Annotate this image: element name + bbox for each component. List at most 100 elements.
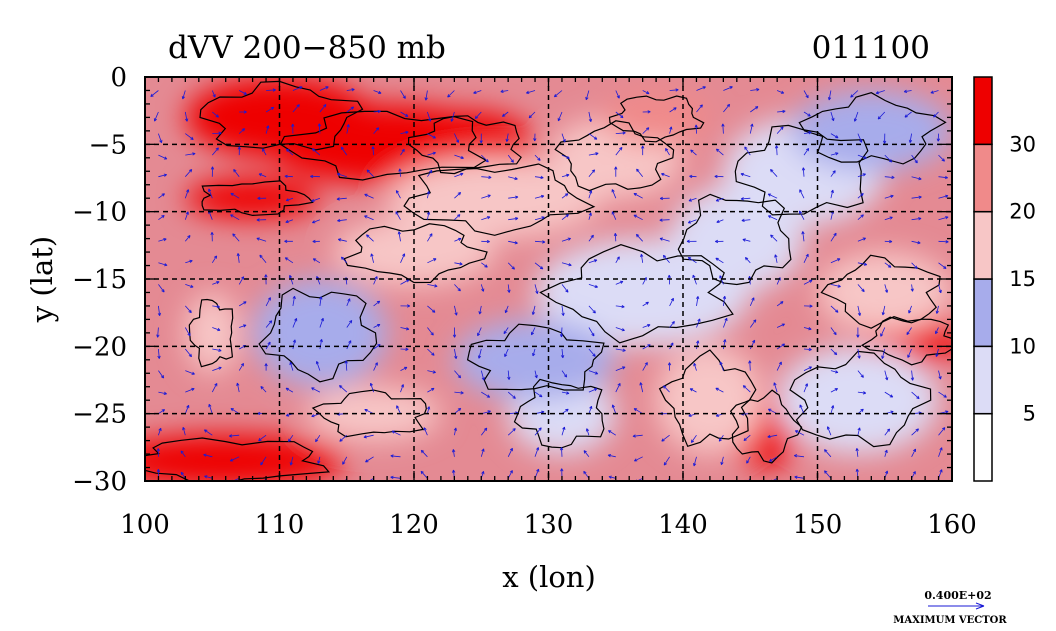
y-tick-label: −20 (72, 332, 127, 362)
wind-vector (908, 133, 913, 143)
wind-vector (373, 300, 381, 307)
wind-vector (588, 190, 593, 199)
wind-vector (744, 146, 751, 156)
wind-vector (615, 111, 624, 119)
wind-vector (857, 284, 865, 293)
wind-vector (560, 348, 565, 359)
contour-line (734, 124, 869, 216)
colorbar-segment (973, 278, 993, 348)
wind-vector (559, 327, 564, 338)
wind-vector (723, 317, 728, 328)
wind-vector (722, 295, 727, 306)
wind-vector (749, 319, 757, 328)
wind-vector (503, 327, 509, 335)
wind-vector (390, 475, 401, 480)
wind-vector (884, 154, 893, 163)
wind-vector (292, 104, 300, 113)
wind-vector (400, 304, 411, 308)
wind-vector (689, 388, 697, 393)
wind-vector (507, 470, 513, 479)
wind-vector (395, 190, 401, 199)
wind-vector (769, 456, 778, 462)
wind-vector (669, 321, 675, 328)
wind-vector (288, 434, 294, 442)
wind-vector (208, 188, 213, 199)
wind-vector (184, 111, 189, 122)
wind-vector (663, 385, 670, 393)
wind-vector (204, 475, 213, 479)
wind-vector (212, 131, 222, 135)
wind-vector (180, 450, 186, 458)
wind-vector (659, 196, 670, 201)
wind-vector (830, 388, 839, 393)
wind-vector (746, 456, 751, 464)
wind-vector (855, 447, 859, 457)
wind-vector (346, 124, 350, 134)
wind-vector (400, 347, 409, 351)
wind-vector (340, 256, 348, 264)
wind-vector (911, 448, 916, 457)
wind-vector (508, 240, 518, 245)
wind-vector (794, 475, 805, 479)
wind-vector (938, 284, 942, 294)
wind-vector (508, 195, 519, 199)
wind-vector (642, 324, 651, 328)
wind-vector (400, 327, 410, 331)
wind-vector (908, 305, 912, 314)
wind-vector (767, 193, 778, 199)
wind-vector (588, 405, 593, 414)
wind-vector (776, 343, 786, 350)
y-axis-label: y (lat) (25, 236, 59, 323)
wind-vector (180, 471, 186, 479)
wind-vector (312, 239, 320, 244)
wind-vector (719, 361, 724, 371)
wind-vector (615, 304, 625, 309)
wind-vector (239, 110, 247, 114)
wind-vector (882, 133, 887, 144)
wind-vector (588, 284, 598, 288)
wind-vector (906, 327, 912, 336)
wind-vector (504, 305, 509, 314)
wind-vector (614, 166, 618, 177)
wind-vector (633, 408, 643, 415)
wind-vector (830, 170, 836, 177)
wind-vector (884, 194, 894, 199)
wind-vector (238, 128, 246, 134)
wind-vector (588, 133, 598, 140)
wind-vector (474, 111, 482, 119)
wind-vector (185, 387, 195, 393)
wind-vector (715, 257, 724, 264)
wind-vector (481, 216, 491, 221)
wind-vector (480, 370, 485, 381)
wind-vector (714, 174, 724, 179)
wind-vector (938, 391, 947, 398)
wind-vector (830, 111, 835, 122)
wind-vector (690, 149, 697, 156)
wind-vector (857, 214, 864, 220)
wind-vector (715, 197, 724, 202)
wind-vector (158, 409, 166, 415)
wind-vector (285, 387, 294, 393)
contour-line (789, 350, 932, 448)
x-tick-label: 110 (255, 510, 305, 540)
wind-vector (693, 362, 697, 371)
wind-vector (266, 88, 276, 92)
wind-vector (156, 327, 160, 338)
wind-vector (553, 90, 563, 98)
wind-vector (508, 176, 518, 181)
wind-vector (639, 382, 644, 393)
y-tick-label: −30 (72, 467, 127, 497)
wind-vector (776, 361, 782, 371)
value-region (790, 90, 952, 172)
wind-vector (803, 253, 809, 263)
wind-vector (613, 233, 618, 242)
wind-vector (501, 111, 509, 117)
wind-vector (210, 166, 215, 177)
wind-vector (454, 154, 464, 159)
wind-vector (400, 111, 409, 117)
contour-line (188, 298, 234, 368)
x-tick-label: 140 (658, 510, 708, 540)
wind-vector (292, 318, 298, 328)
wind-vector (156, 448, 160, 457)
wind-vector (938, 447, 943, 457)
